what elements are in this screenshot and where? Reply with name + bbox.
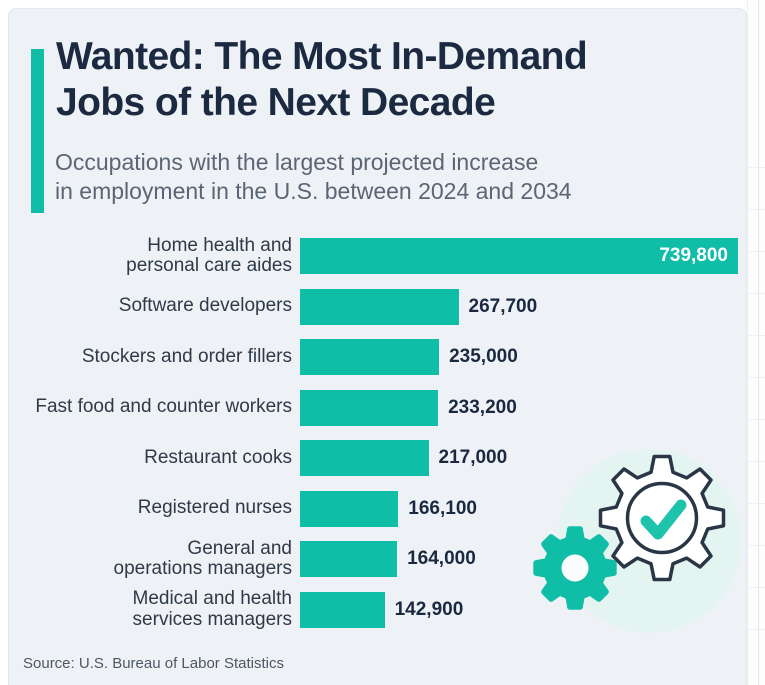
category-label: Home health and personal care aides — [126, 234, 292, 276]
chart-row: General and operations managers 164,000 — [25, 537, 748, 579]
category-label: Fast food and counter workers — [35, 396, 292, 418]
bar — [300, 339, 440, 375]
bar: 739,800 — [300, 238, 738, 274]
title-line-2: Jobs of the Next Decade — [56, 81, 496, 124]
bar — [300, 389, 439, 426]
chart-row: Fast food and counter workers 233,200 — [25, 389, 748, 426]
title-accent-bar — [31, 49, 44, 213]
bar-chart: Home health and personal care aides 739,80… — [9, 234, 748, 638]
gears-illustration — [533, 449, 741, 633]
chart-row: Stockers and order fillers 235,000 — [25, 339, 748, 375]
source-note: Source: U.S. Bureau of Labor Statistics — [23, 655, 284, 672]
chart-row: Medical and health services managers 142,9… — [25, 588, 748, 630]
value-label: 267,700 — [468, 295, 538, 317]
value-label: 142,900 — [394, 598, 464, 620]
category-label: Registered nurses — [137, 497, 292, 519]
chart-row: Registered nurses 166,100 — [25, 490, 748, 527]
page-title: Wanted: The Most In-Demand Jobs of the N… — [56, 34, 588, 126]
subtitle: Occupations with the largest projected i… — [55, 148, 572, 206]
value-label: 739,800 — [659, 245, 728, 266]
infographic-card: Wanted: The Most In-Demand Jobs of the N… — [8, 8, 747, 685]
category-label: Restaurant cooks — [144, 446, 292, 468]
value-label: 217,000 — [438, 447, 508, 468]
bar — [300, 440, 429, 476]
bar — [300, 591, 385, 628]
title-line-1: Wanted: The Most In-Demand — [56, 35, 588, 78]
category-label: General and operations managers — [113, 537, 293, 579]
gear-solid-hole — [561, 554, 589, 582]
category-label: Medical and health services managers — [132, 588, 293, 630]
bar — [300, 490, 399, 527]
chart-row: Restaurant cooks 217,000 — [25, 440, 748, 476]
category-label: Stockers and order fillers — [81, 345, 292, 367]
value-label: 235,000 — [449, 346, 518, 367]
gear-inner-circle — [625, 481, 699, 555]
bar — [300, 541, 398, 577]
checkmark-icon — [640, 499, 687, 540]
category-label: Software developers — [118, 295, 292, 317]
chart-row: Home health and personal care aides 739,80… — [25, 234, 748, 276]
value-label: 164,000 — [407, 548, 476, 569]
page-scroll-area — [747, 0, 765, 685]
subtitle-line-2: in employment in the U.S. between 2024 a… — [55, 178, 572, 204]
subtitle-line-1: Occupations with the largest projected i… — [55, 149, 539, 175]
value-label: 233,200 — [448, 396, 517, 418]
value-label: 166,100 — [408, 497, 477, 519]
bar — [300, 288, 459, 325]
background-row-lines — [748, 126, 765, 631]
chart-row: Software developers 267,700 — [25, 288, 748, 325]
